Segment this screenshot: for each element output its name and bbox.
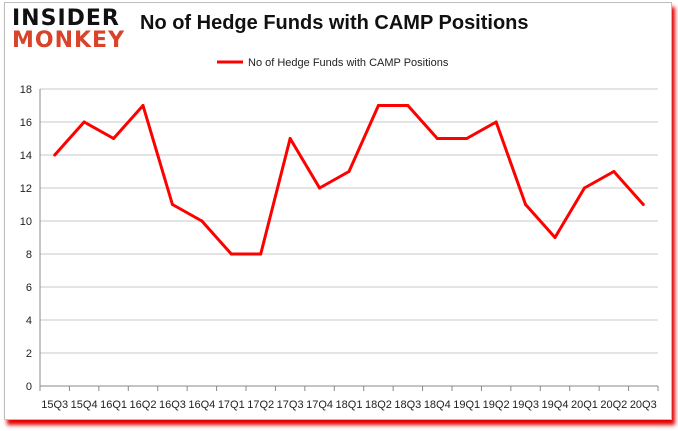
y-tick-label: 12 [20, 183, 32, 195]
y-tick-label: 0 [26, 381, 32, 393]
data-point [553, 236, 557, 239]
data-point [259, 252, 263, 256]
legend-label: No of Hedge Funds with CAMP Positions [248, 57, 449, 69]
x-tick-label: 20Q2 [600, 399, 627, 411]
data-point [465, 137, 469, 140]
x-tick-label: 17Q4 [306, 399, 333, 411]
data-point [82, 120, 86, 124]
x-tick-label: 17Q2 [247, 399, 274, 411]
data-point [200, 219, 204, 223]
y-tick-label: 6 [26, 282, 32, 294]
x-tick-label: 20Q1 [571, 399, 598, 411]
x-tick-label: 18Q1 [336, 399, 363, 411]
data-point [641, 203, 645, 206]
x-tick-label: 19Q2 [483, 399, 510, 411]
x-tick-label: 17Q3 [277, 399, 304, 411]
y-tick-label: 2 [26, 348, 32, 360]
x-tick-label: 15Q3 [41, 399, 68, 411]
data-point [376, 104, 380, 107]
data-point [582, 186, 586, 190]
data-point [288, 137, 292, 140]
x-tick-label: 19Q4 [542, 399, 569, 411]
chart-panel [4, 2, 672, 420]
y-tick-label: 18 [20, 84, 32, 96]
x-tick-label: 18Q2 [365, 399, 392, 411]
data-point [435, 137, 439, 140]
data-point [406, 104, 410, 107]
data-point [612, 170, 616, 173]
x-tick-label: 17Q1 [218, 399, 245, 411]
x-tick-label: 19Q1 [453, 399, 480, 411]
x-tick-label: 18Q4 [424, 399, 451, 411]
x-tick-label: 16Q4 [188, 399, 215, 411]
y-tick-label: 10 [20, 216, 32, 228]
data-point [170, 203, 174, 206]
data-point [229, 252, 233, 256]
x-tick-label: 16Q3 [159, 399, 186, 411]
x-tick-label: 19Q3 [512, 399, 539, 411]
series-line [53, 104, 645, 256]
x-tick-label: 16Q1 [100, 399, 127, 411]
x-tick-label: 16Q2 [130, 399, 157, 411]
logo-line-2: MONKEY [12, 28, 126, 53]
y-tick-label: 8 [26, 249, 32, 261]
chart-title: No of Hedge Funds with CAMP Positions [140, 12, 529, 34]
data-point [141, 104, 145, 107]
x-tick-label: 20Q3 [630, 399, 657, 411]
data-point [53, 153, 57, 157]
y-tick-label: 14 [20, 150, 32, 162]
data-point [347, 170, 351, 173]
logo-line-1: INSIDER [12, 6, 120, 31]
data-point [318, 186, 322, 190]
data-point [494, 120, 498, 124]
data-point [112, 137, 116, 140]
y-tick-label: 16 [20, 117, 32, 129]
x-tick-label: 18Q3 [394, 399, 421, 411]
data-point [524, 203, 528, 206]
y-tick-label: 4 [26, 315, 32, 327]
x-tick-label: 15Q4 [71, 399, 98, 411]
insider-monkey-logo: INSIDER MONKEY [12, 8, 125, 52]
